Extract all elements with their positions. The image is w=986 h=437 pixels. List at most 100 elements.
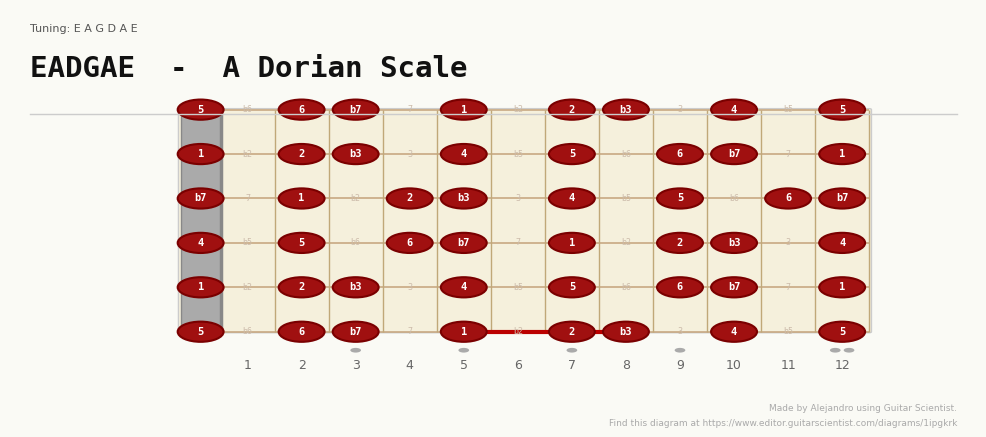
Text: 6: 6: [298, 104, 305, 114]
Circle shape: [177, 100, 224, 120]
Text: 6: 6: [406, 238, 412, 248]
Text: 5: 5: [676, 194, 682, 204]
Circle shape: [818, 144, 864, 164]
Text: 5: 5: [838, 104, 844, 114]
Text: b5: b5: [782, 105, 793, 114]
Text: b5: b5: [782, 327, 793, 336]
Text: 8: 8: [621, 359, 629, 372]
Circle shape: [710, 100, 756, 120]
Text: 1: 1: [197, 149, 203, 159]
FancyBboxPatch shape: [180, 110, 220, 332]
Text: Tuning: E A G D A E: Tuning: E A G D A E: [30, 24, 137, 34]
Circle shape: [441, 188, 486, 208]
Text: 9: 9: [675, 359, 683, 372]
Circle shape: [278, 188, 324, 208]
Text: b7: b7: [727, 149, 740, 159]
Circle shape: [818, 233, 864, 253]
Text: b3: b3: [349, 282, 362, 292]
Text: 1: 1: [568, 238, 575, 248]
Text: b5: b5: [243, 239, 252, 247]
Circle shape: [818, 188, 864, 208]
Text: 3: 3: [351, 359, 359, 372]
Text: b3: b3: [619, 104, 632, 114]
Text: b7: b7: [349, 104, 362, 114]
Text: 1: 1: [197, 282, 203, 292]
Text: Made by Alejandro using Guitar Scientist.: Made by Alejandro using Guitar Scientist…: [769, 404, 956, 413]
Text: 5: 5: [197, 327, 203, 337]
Text: 7: 7: [515, 239, 520, 247]
Text: 6: 6: [676, 149, 682, 159]
Circle shape: [602, 100, 648, 120]
Text: b6: b6: [620, 149, 630, 159]
Text: 12: 12: [833, 359, 849, 372]
Text: 5: 5: [568, 282, 575, 292]
Text: 1: 1: [460, 104, 466, 114]
Circle shape: [548, 188, 595, 208]
Text: b2: b2: [513, 327, 523, 336]
Text: 3: 3: [676, 105, 681, 114]
Text: b7: b7: [727, 282, 740, 292]
Text: b6: b6: [243, 105, 252, 114]
Circle shape: [332, 277, 379, 298]
Text: EADGAE  -  A Dorian Scale: EADGAE - A Dorian Scale: [30, 55, 466, 83]
Text: b5: b5: [513, 283, 523, 292]
Text: 4: 4: [731, 327, 737, 337]
Text: b3: b3: [458, 194, 469, 204]
Text: b7: b7: [835, 194, 848, 204]
Circle shape: [674, 348, 684, 353]
Text: b5: b5: [620, 194, 630, 203]
Text: 3: 3: [407, 283, 412, 292]
Text: b6: b6: [620, 283, 630, 292]
Circle shape: [387, 233, 432, 253]
Text: 2: 2: [568, 104, 575, 114]
Circle shape: [657, 144, 702, 164]
Text: b3: b3: [619, 327, 632, 337]
Text: b6: b6: [729, 194, 739, 203]
Circle shape: [177, 144, 224, 164]
Text: 10: 10: [726, 359, 741, 372]
Text: b7: b7: [458, 238, 469, 248]
Circle shape: [441, 100, 486, 120]
Text: 4: 4: [568, 194, 575, 204]
Text: 3: 3: [676, 327, 681, 336]
Text: 5: 5: [568, 149, 575, 159]
Circle shape: [818, 322, 864, 342]
Text: 7: 7: [785, 283, 790, 292]
Text: 1: 1: [298, 194, 305, 204]
Text: b2: b2: [350, 194, 360, 203]
Text: 7: 7: [785, 149, 790, 159]
Text: 1: 1: [244, 359, 251, 372]
Text: 3: 3: [407, 149, 412, 159]
Circle shape: [458, 348, 468, 353]
Text: 1: 1: [838, 149, 844, 159]
Text: b2: b2: [243, 149, 252, 159]
Text: 7: 7: [407, 105, 412, 114]
Text: 1: 1: [460, 327, 466, 337]
Circle shape: [818, 277, 864, 298]
Text: 2: 2: [406, 194, 412, 204]
Text: 6: 6: [514, 359, 522, 372]
Circle shape: [657, 188, 702, 208]
Circle shape: [843, 348, 854, 353]
Text: b5: b5: [513, 149, 523, 159]
Circle shape: [548, 233, 595, 253]
Text: b3: b3: [349, 149, 362, 159]
Circle shape: [177, 233, 224, 253]
Circle shape: [818, 100, 864, 120]
Text: b7: b7: [349, 327, 362, 337]
Text: 2: 2: [568, 327, 575, 337]
Circle shape: [278, 277, 324, 298]
Text: b2: b2: [620, 239, 630, 247]
Text: 11: 11: [779, 359, 795, 372]
Text: 2: 2: [676, 238, 682, 248]
Text: 4: 4: [405, 359, 413, 372]
Circle shape: [177, 322, 224, 342]
Circle shape: [278, 322, 324, 342]
Text: 3: 3: [515, 194, 520, 203]
Circle shape: [332, 144, 379, 164]
Text: 7: 7: [567, 359, 575, 372]
Text: 6: 6: [676, 282, 682, 292]
Circle shape: [764, 188, 810, 208]
Circle shape: [441, 322, 486, 342]
Text: b7: b7: [194, 194, 207, 204]
